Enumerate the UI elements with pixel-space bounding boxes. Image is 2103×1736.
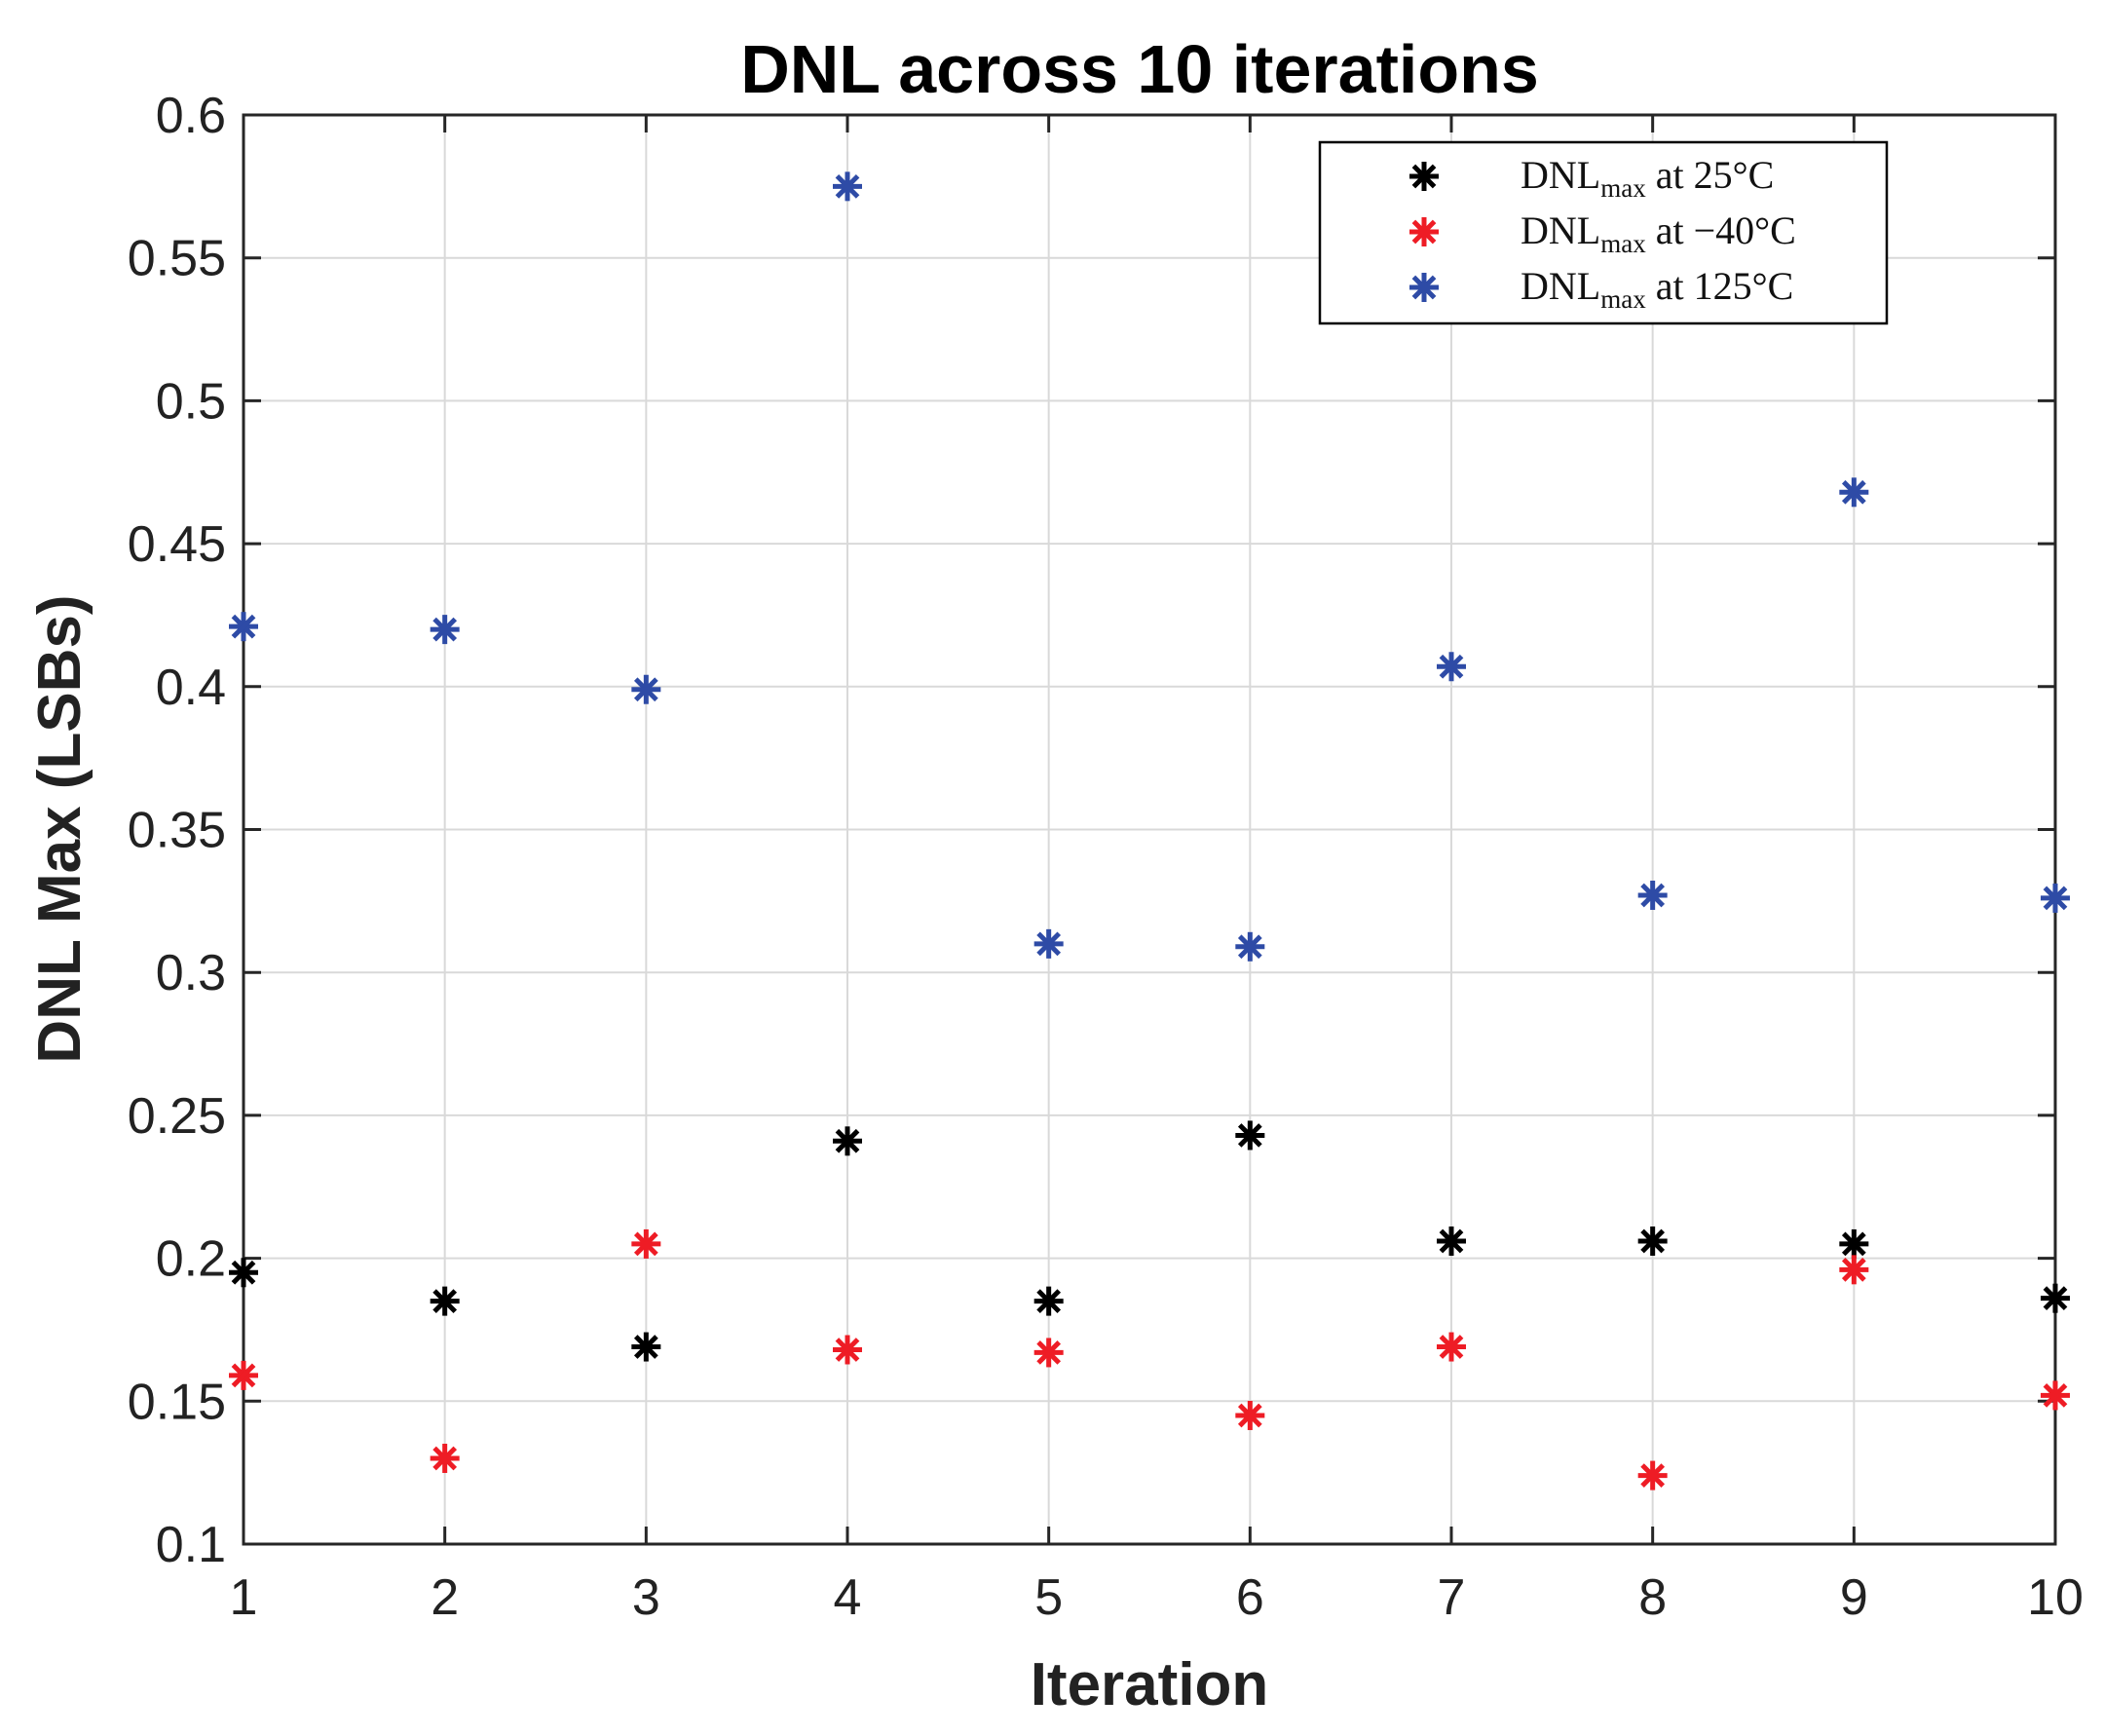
y-tick-label: 0.45 [128, 516, 226, 573]
y-tick-label: 0.4 [156, 660, 226, 716]
y-tick-label: 0.6 [156, 88, 226, 144]
x-tick-label: 1 [230, 1569, 258, 1626]
chart-title: DNL across 10 iterations [740, 31, 1539, 107]
y-tick-labels: 0.1 0.15 0.2 0.25 0.3 0.35 0.4 0.45 0.5 0.55 0.6 [128, 88, 226, 1573]
x-tick-labels: 1 2 3 4 5 6 7 8 9 10 [230, 1569, 2084, 1626]
y-tick-label: 0.5 [156, 373, 226, 430]
data-markers [229, 171, 2070, 1491]
data-point-series-3 [430, 615, 460, 645]
data-point-series-1 [430, 1286, 460, 1316]
legend-label-series-3: DNLmax at 125°C [1521, 264, 1793, 314]
x-tick-label: 4 [834, 1569, 862, 1626]
legend-marker-series-2 [1409, 217, 1439, 246]
y-tick-label: 0.35 [128, 803, 226, 859]
data-point-series-1 [1437, 1226, 1466, 1256]
data-point-series-3 [2041, 883, 2070, 913]
data-point-series-2 [229, 1360, 258, 1390]
x-tick-label: 2 [431, 1569, 459, 1626]
y-tick-label: 0.55 [128, 231, 226, 287]
y-tick-label: 0.15 [128, 1374, 226, 1430]
data-point-series-3 [229, 612, 258, 642]
x-tick-label: 7 [1438, 1569, 1466, 1626]
data-point-series-3 [1637, 880, 1668, 910]
x-tick-label: 9 [1840, 1569, 1868, 1626]
data-point-series-2 [1437, 1332, 1466, 1362]
data-point-series-2 [1637, 1460, 1668, 1491]
data-point-series-3 [1839, 477, 1869, 508]
data-point-series-1 [1839, 1228, 1869, 1259]
x-tick-label: 8 [1638, 1569, 1667, 1626]
data-point-series-3 [1033, 928, 1064, 959]
y-tick-label: 0.2 [156, 1231, 226, 1288]
data-point-series-1 [1033, 1286, 1064, 1316]
data-point-series-2 [1235, 1400, 1265, 1430]
data-point-series-1 [631, 1332, 661, 1362]
x-tick-label: 5 [1034, 1569, 1063, 1626]
data-point-series-2 [2041, 1380, 2070, 1411]
x-tick-label: 6 [1236, 1569, 1264, 1626]
data-point-series-1 [1637, 1226, 1668, 1256]
data-point-series-3 [631, 674, 661, 704]
y-tick-label: 0.25 [128, 1088, 226, 1145]
legend-marker-series-1 [1409, 162, 1439, 191]
legend-label-series-1: DNLmax at 25°C [1521, 153, 1774, 203]
data-point-series-1 [1235, 1120, 1265, 1151]
axis-ticks [242, 113, 2057, 1546]
data-point-series-1 [229, 1258, 258, 1288]
x-tick-label: 3 [632, 1569, 660, 1626]
x-axis-label: Iteration [1031, 1651, 1269, 1718]
data-point-series-1 [833, 1126, 862, 1156]
legend-label-series-2: DNLmax at −40°C [1521, 208, 1796, 258]
data-point-series-3 [1437, 652, 1466, 682]
grid-lines [243, 114, 2056, 1545]
data-point-series-2 [631, 1228, 661, 1259]
y-axis-label: DNL Max (LSBs) [26, 594, 94, 1063]
data-point-series-2 [430, 1443, 460, 1473]
data-point-series-2 [833, 1335, 862, 1365]
x-tick-label: 10 [2027, 1569, 2084, 1626]
data-point-series-3 [1235, 931, 1265, 962]
data-point-series-3 [833, 171, 862, 202]
data-point-series-2 [1033, 1338, 1064, 1368]
y-tick-label: 0.1 [156, 1517, 226, 1573]
data-point-series-1 [2041, 1283, 2070, 1313]
data-point-series-2 [1839, 1255, 1869, 1285]
legend-marker-series-3 [1409, 273, 1439, 302]
y-tick-label: 0.3 [156, 945, 226, 1001]
